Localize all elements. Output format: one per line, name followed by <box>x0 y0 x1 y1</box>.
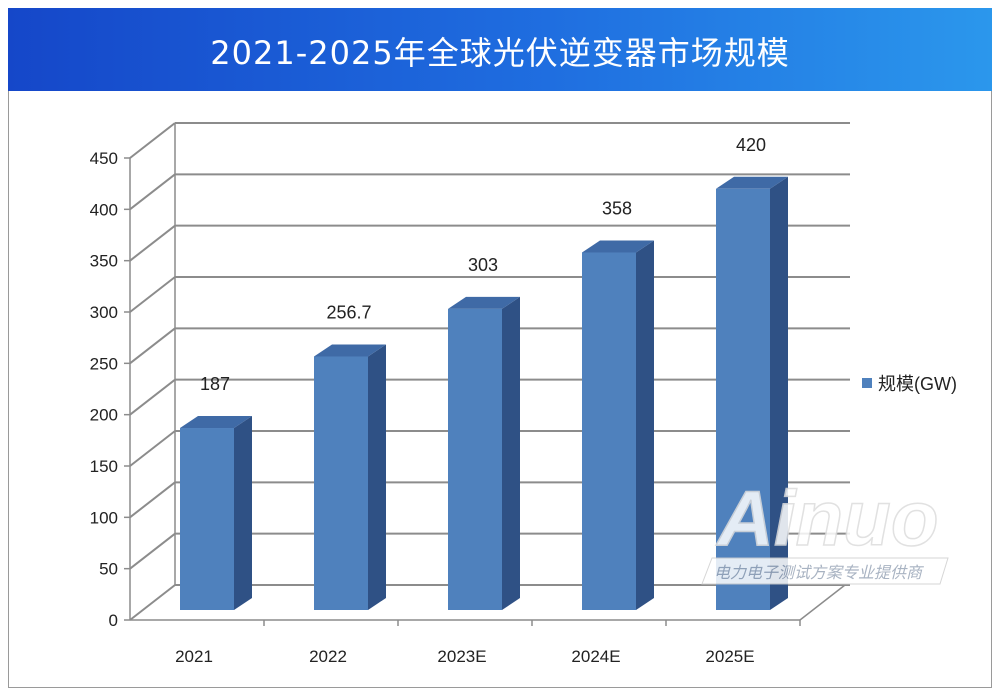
y-tick-label: 300 <box>90 303 118 322</box>
side-gridline <box>129 276 176 313</box>
y-tick-label: 0 <box>109 611 118 630</box>
bar-top <box>180 416 252 429</box>
side-gridline <box>129 122 176 159</box>
data-label: 420 <box>736 135 766 155</box>
y-tick-label: 200 <box>90 406 118 425</box>
bar-2024E <box>582 252 636 610</box>
y-tick-label: 150 <box>90 457 118 476</box>
side-gridline <box>129 481 176 519</box>
bar-side <box>770 176 788 611</box>
bar-2021 <box>180 428 234 610</box>
data-label: 187 <box>200 374 230 394</box>
data-label: 256.7 <box>326 302 371 322</box>
side-gridline <box>129 584 176 621</box>
bar-side <box>636 240 654 610</box>
side-gridline <box>129 173 176 211</box>
bar-top <box>448 296 520 309</box>
legend-label: 规模(GW) <box>878 374 957 394</box>
bar-2025E <box>716 188 770 611</box>
side-gridline <box>129 430 176 467</box>
side-gridline <box>129 224 176 262</box>
side-gridline <box>129 532 176 570</box>
side-gridline <box>129 327 176 365</box>
x-tick-label: 2023E <box>437 647 486 666</box>
y-tick-label: 100 <box>90 508 118 527</box>
y-tick-label: 400 <box>90 200 118 219</box>
y-tick-label: 450 <box>90 149 118 168</box>
x-tick-label: 2021 <box>175 647 213 666</box>
watermark-brand: Ainuo <box>716 474 939 562</box>
floor-edge <box>799 584 846 621</box>
bar-top <box>314 344 386 357</box>
bar-2023E <box>448 308 502 610</box>
watermark-tagline: 电力电子测试方案专业提供商 <box>714 564 924 582</box>
watermark-banner <box>701 557 949 585</box>
side-gridline <box>129 378 176 416</box>
bar-side <box>234 416 252 610</box>
watermark-logo: Ainuo 电力电子测试方案专业提供商 <box>701 473 949 585</box>
bar-2022 <box>314 356 368 610</box>
legend-swatch <box>862 378 872 388</box>
header-banner: 2021-2025年全球光伏逆变器市场规模 <box>8 8 992 91</box>
x-tick-label: 2025E <box>705 647 754 666</box>
bar-top <box>716 176 788 189</box>
data-label: 303 <box>468 255 498 275</box>
bar-side <box>502 296 520 610</box>
data-label: 358 <box>602 198 632 218</box>
y-tick-label: 250 <box>90 354 118 373</box>
x-tick-label: 2022 <box>309 647 347 666</box>
y-tick-label: 50 <box>99 560 118 579</box>
bar-top <box>582 240 654 253</box>
y-tick-label: 350 <box>90 252 118 271</box>
bar-side <box>368 344 386 610</box>
chart-title: 2021-2025年全球光伏逆变器市场规模 <box>210 34 790 72</box>
x-tick-label: 2024E <box>571 647 620 666</box>
